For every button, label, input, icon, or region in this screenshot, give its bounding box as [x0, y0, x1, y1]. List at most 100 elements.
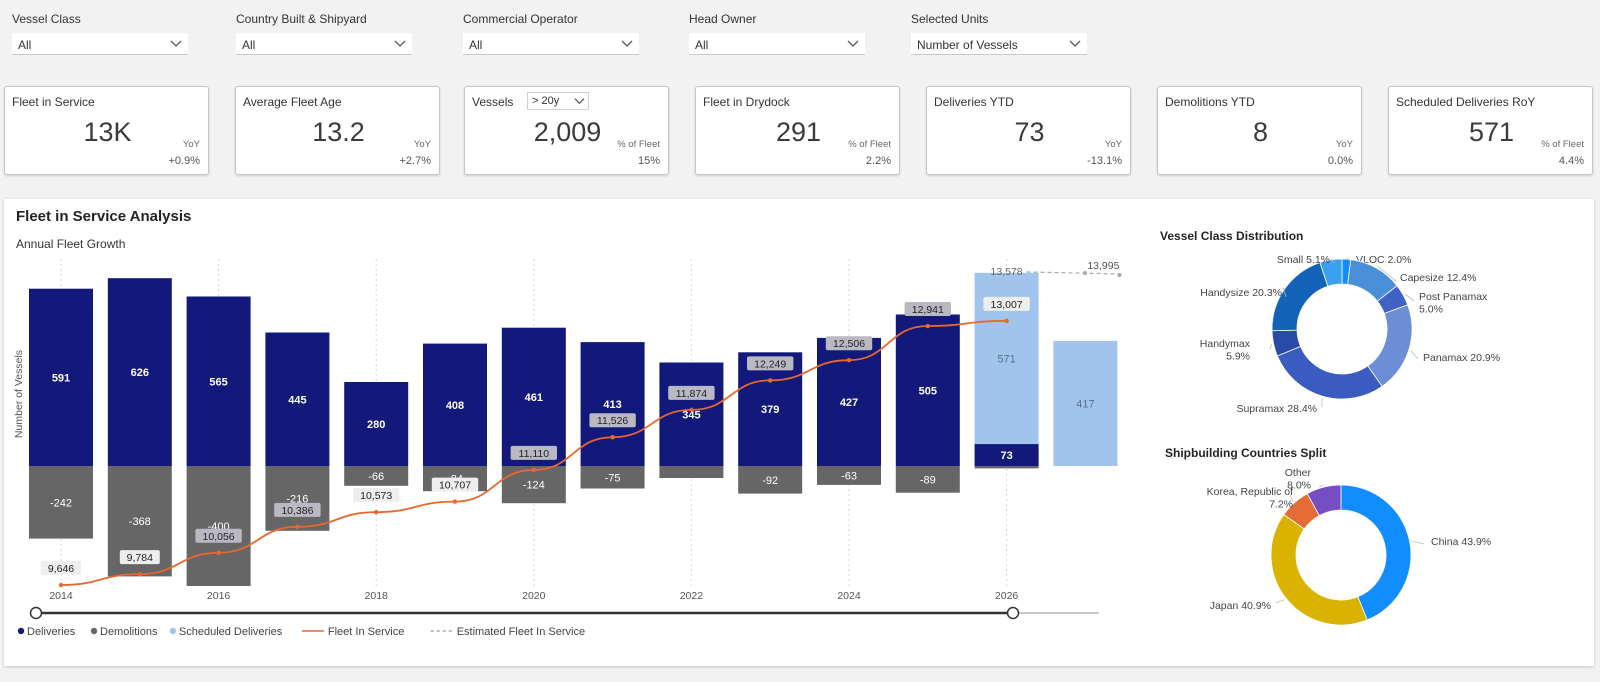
filter-label: Country Built & Shipyard — [236, 12, 367, 26]
vessel-class-dropdown[interactable]: All — [12, 33, 188, 55]
fleet-in-service-point — [295, 524, 300, 530]
fleet-in-service-point — [452, 499, 458, 504]
filter-vessel-class: Vessel Class All — [12, 12, 188, 55]
commercial-operator-dropdown[interactable]: All — [463, 33, 639, 55]
x-axis-tick-label: 2018 — [365, 590, 389, 602]
filter-label: Selected Units — [911, 12, 989, 26]
donut-slice-label: Handysize 20.3% — [1200, 287, 1282, 299]
donut-leader-line — [1289, 494, 1294, 502]
deliveries-value-label: 565 — [209, 376, 227, 388]
filter-selected-units: Selected Units Number of Vessels — [911, 12, 1087, 55]
demolitions-bar — [974, 466, 1039, 469]
fleet-in-service-badge — [589, 413, 636, 428]
donut-chart-title: Shipbuilding Countries Split — [1165, 446, 1326, 460]
donut-leader-line — [1318, 484, 1324, 488]
demolitions-bar — [817, 466, 881, 485]
selected-units-dropdown[interactable]: Number of Vessels — [911, 33, 1087, 55]
demolitions-value-label: -92 — [762, 475, 778, 487]
fleet-in-service-value-label: 10,056 — [203, 531, 235, 543]
fleet-in-service-value-label: 9,646 — [48, 563, 74, 575]
deliveries-bar — [738, 352, 803, 466]
x-axis-tick-label: 2026 — [995, 590, 1019, 602]
kpi-value: 13K — [83, 117, 132, 147]
country-built-dropdown[interactable]: All — [236, 33, 412, 55]
filter-country-built: Country Built & Shipyard All — [236, 12, 412, 55]
demolitions-value-label: -124 — [523, 480, 545, 492]
fleet-in-service-value-label: 12,249 — [754, 358, 786, 370]
scheduled-deliveries-value-label: 571 — [997, 353, 1015, 365]
demolitions-bar — [895, 466, 960, 493]
donut-leader-line — [1377, 266, 1397, 282]
head-owner-dropdown[interactable]: All — [689, 33, 865, 55]
scheduled-deliveries-bar — [1053, 340, 1118, 466]
demolitions-bar — [29, 466, 93, 539]
estimated-fleet-line — [1026, 271, 1124, 275]
kpi-demolitions-ytd: Demolitions YTD 8 YoY 0.0% — [1157, 86, 1362, 175]
kpi-value: 291 — [775, 117, 822, 147]
range-slider-end-handle[interactable] — [1006, 606, 1020, 620]
donut-slice — [1340, 484, 1412, 621]
estimated-fleet-point — [1083, 270, 1087, 275]
deliveries-bar — [344, 382, 409, 466]
chevron-down-icon — [170, 40, 182, 47]
fleet-in-service-badge — [510, 445, 557, 460]
chevron-down-icon — [394, 40, 406, 47]
demolitions-bar — [738, 466, 803, 494]
fleet-in-service-badge — [983, 296, 1030, 311]
donut-slice-label: Small 5.1% — [1277, 254, 1330, 266]
donut-chart-title: Vessel Class Distribution — [1160, 229, 1303, 243]
deliveries-bar — [423, 343, 487, 466]
kpi-title: Demolitions YTD — [1165, 95, 1255, 109]
demolitions-value-label: -368 — [129, 516, 151, 528]
donut-slice-label: Capesize 12.4% — [1400, 272, 1476, 284]
filter-label: Head Owner — [689, 12, 757, 26]
kpi-vessels-age: Vessels > 20y 2,009 % of Fleet 15% — [464, 86, 669, 175]
demolitions-value-label: -242 — [50, 497, 72, 509]
donut-leader-line — [1330, 257, 1335, 264]
demolitions-value-label: -89 — [920, 474, 936, 486]
donut-slice-label: VLOC 2.0% — [1356, 254, 1411, 266]
fleet-in-service-badge — [431, 477, 479, 492]
kpi-sub-label: % of Fleet — [848, 139, 891, 150]
fleet-in-service-value-label: 13,007 — [991, 299, 1023, 311]
kpi-delta: 2.2% — [865, 155, 891, 167]
x-axis-tick-label: 2014 — [49, 590, 73, 602]
kpi-average-fleet-age: Average Fleet Age 13.2 YoY +2.7% — [235, 86, 440, 175]
donut-slice — [1306, 484, 1342, 517]
x-axis-tick-label: 2020 — [522, 590, 546, 602]
kpi-fleet-in-service: Fleet in Service 13K YoY +0.9% — [4, 86, 209, 175]
kpi-title: Vessels — [472, 95, 514, 109]
donut-slice — [1270, 514, 1368, 626]
range-slider-start-handle[interactable] — [29, 606, 43, 620]
age-filter-dropdown[interactable]: > 20y — [527, 92, 589, 110]
legend-label: Fleet In Service — [328, 626, 404, 638]
donut-slice-label: Korea, Republic of 7.2% — [1207, 486, 1293, 511]
kpi-value: 73 — [1014, 117, 1045, 147]
kpi-sub-label: % of Fleet — [617, 139, 660, 150]
kpi-sub-label: YoY — [413, 139, 431, 150]
donut-leader-line — [1275, 599, 1285, 604]
dropdown-value: All — [469, 38, 483, 52]
kpi-title: Deliveries YTD — [934, 95, 1014, 109]
donut-leader-line — [1404, 293, 1415, 302]
legend-label: Deliveries — [27, 626, 76, 638]
fleet-in-service-badge — [747, 356, 794, 371]
estimated-fleet-value-label: 13,995 — [1087, 260, 1119, 272]
fleet-in-service-badge — [668, 385, 715, 400]
chevron-down-icon — [847, 40, 859, 47]
deliveries-value-label: 427 — [840, 397, 858, 409]
demolitions-bar — [265, 466, 330, 531]
fleet-in-service-point — [610, 435, 615, 440]
donut-slice-label: China 43.9% — [1431, 536, 1491, 548]
fleet-in-service-point — [925, 323, 930, 329]
kpi-sub-label: YoY — [1335, 139, 1353, 150]
kpi-delta: +2.7% — [399, 155, 432, 167]
deliveries-bar — [974, 444, 1039, 466]
fleet-in-service-badge — [274, 502, 321, 517]
panel-title: Fleet in Service Analysis — [16, 208, 192, 225]
estimated-fleet-point — [1117, 273, 1122, 277]
demolitions-value-label: -75 — [605, 472, 621, 484]
legend-label: Demolitions — [100, 626, 158, 638]
deliveries-value-label: 408 — [446, 400, 464, 412]
donut-slice-label: Post Panamax 5.0% — [1419, 291, 1488, 316]
